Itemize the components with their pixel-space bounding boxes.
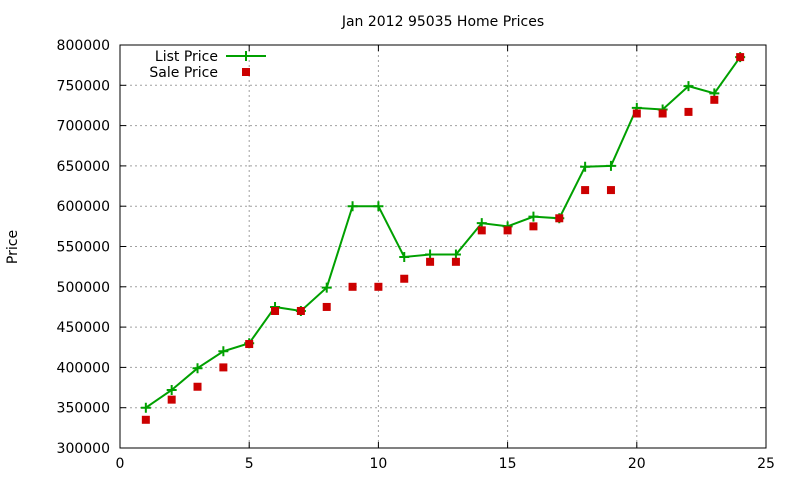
grid-layer bbox=[120, 45, 766, 448]
data-point bbox=[503, 226, 512, 235]
data-point bbox=[140, 402, 151, 413]
y-tick-label: 500000 bbox=[57, 280, 110, 296]
x-tick-label: 5 bbox=[245, 456, 254, 472]
data-point bbox=[710, 95, 719, 104]
data-point bbox=[736, 53, 745, 62]
data-point bbox=[580, 161, 591, 172]
data-point bbox=[374, 282, 383, 291]
data-point bbox=[528, 211, 539, 222]
y-tick-label: 350000 bbox=[57, 401, 110, 417]
plot-frame bbox=[119, 44, 767, 449]
series-line bbox=[145, 56, 741, 409]
x-tick-label: 10 bbox=[369, 456, 387, 472]
x-tick-label: 20 bbox=[628, 456, 646, 472]
y-tick-label: 450000 bbox=[57, 320, 110, 336]
data-point bbox=[245, 340, 254, 349]
data-point bbox=[219, 363, 228, 372]
data-point bbox=[555, 214, 564, 223]
data-point bbox=[605, 160, 616, 171]
y-tick-label: 550000 bbox=[57, 240, 110, 256]
data-point bbox=[322, 302, 331, 311]
data-point bbox=[348, 282, 357, 291]
y-axis-label: Price bbox=[5, 230, 21, 264]
legend-label: List Price bbox=[155, 49, 218, 65]
y-tick-label: 600000 bbox=[57, 199, 110, 215]
data-point bbox=[347, 201, 358, 212]
data-point bbox=[271, 306, 280, 315]
data-point bbox=[400, 274, 409, 283]
data-point bbox=[683, 81, 694, 92]
y-tick-label: 650000 bbox=[57, 159, 110, 175]
data-point bbox=[141, 415, 150, 424]
data-point bbox=[426, 257, 435, 266]
legend-label: Sale Price bbox=[149, 65, 218, 81]
y-tick-label: 300000 bbox=[57, 441, 110, 457]
data-point bbox=[581, 186, 590, 195]
data-point bbox=[321, 282, 332, 293]
series-1 bbox=[141, 53, 745, 424]
tick-label-layer: 0 5 10 15 20 25 300000 350000 400000 450000 500000… bbox=[57, 38, 775, 472]
data-point bbox=[632, 109, 641, 118]
data-point bbox=[529, 222, 538, 231]
y-tick-label: 800000 bbox=[57, 38, 110, 54]
data-point bbox=[218, 346, 229, 357]
data-point bbox=[167, 395, 176, 404]
x-tick-label: 0 bbox=[116, 456, 125, 472]
data-point bbox=[166, 384, 177, 395]
data-point bbox=[606, 186, 615, 195]
y-tick-label: 700000 bbox=[57, 119, 110, 135]
series-0 bbox=[140, 52, 746, 413]
data-point bbox=[684, 107, 693, 116]
x-tick-label: 15 bbox=[499, 456, 517, 472]
data-point bbox=[192, 363, 203, 374]
data-point bbox=[477, 226, 486, 235]
chart-title: Jan 2012 95035 Home Prices bbox=[341, 14, 544, 30]
series-layer bbox=[140, 52, 746, 424]
data-point bbox=[658, 109, 667, 118]
data-point bbox=[296, 306, 305, 315]
x-tick-label: 25 bbox=[757, 456, 775, 472]
y-tick-label: 750000 bbox=[57, 78, 110, 94]
data-point bbox=[193, 382, 202, 391]
data-point bbox=[373, 201, 384, 212]
legend-marker bbox=[242, 68, 250, 76]
data-point bbox=[399, 251, 410, 262]
legend-marker bbox=[241, 51, 251, 61]
y-tick-label: 400000 bbox=[57, 360, 110, 376]
data-point bbox=[451, 257, 460, 266]
